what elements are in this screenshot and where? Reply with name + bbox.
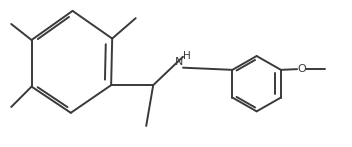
Text: N: N (175, 57, 183, 67)
Text: H: H (183, 51, 190, 61)
Text: O: O (297, 64, 306, 74)
